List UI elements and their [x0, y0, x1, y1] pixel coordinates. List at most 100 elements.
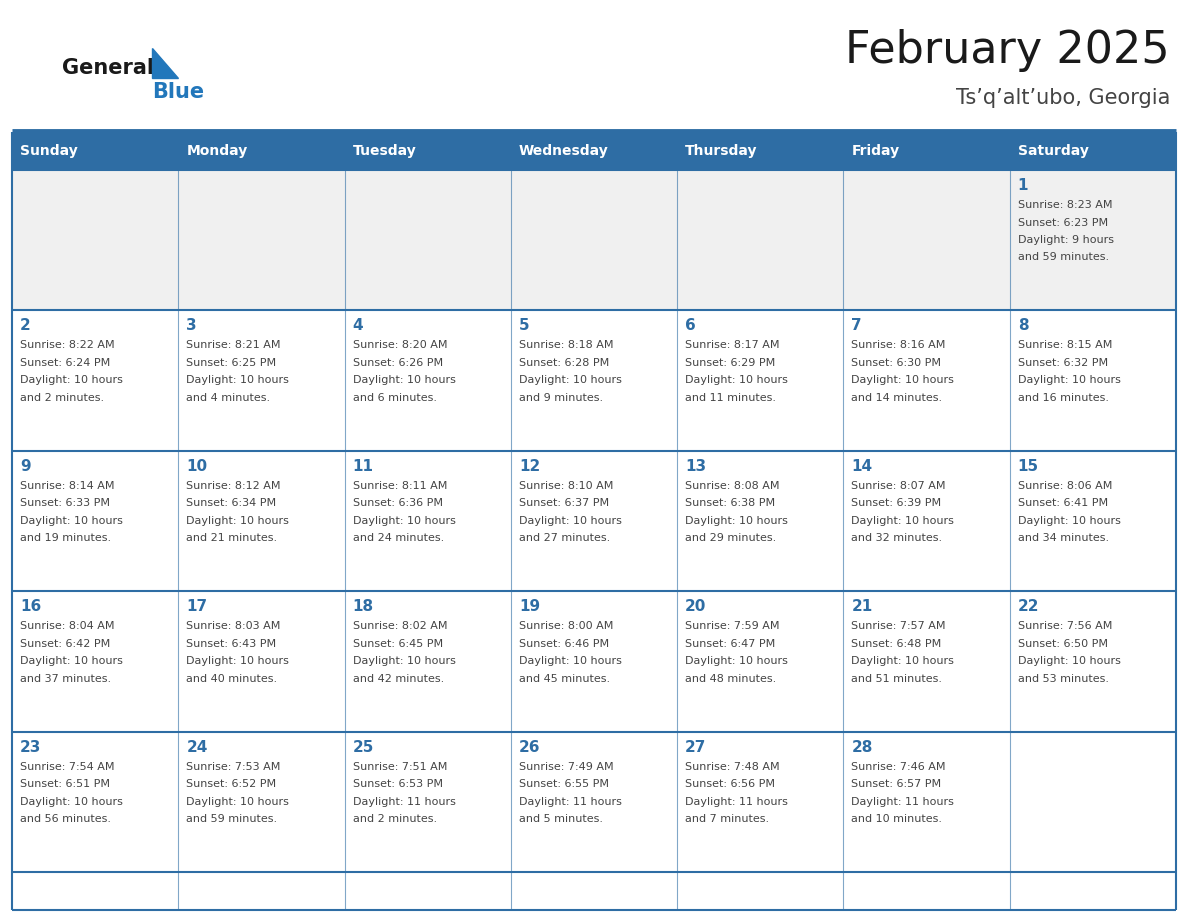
Bar: [1010, 591, 1176, 732]
Text: 19: 19: [519, 599, 541, 614]
Text: and 40 minutes.: and 40 minutes.: [187, 674, 278, 684]
Text: Sunrise: 8:02 AM: Sunrise: 8:02 AM: [353, 621, 447, 632]
Bar: [1010, 451, 1176, 591]
Text: 27: 27: [685, 740, 707, 755]
Text: and 16 minutes.: and 16 minutes.: [1018, 393, 1108, 403]
Bar: [345, 170, 511, 310]
Text: Sunrise: 7:56 AM: Sunrise: 7:56 AM: [1018, 621, 1112, 632]
Text: Daylight: 10 hours: Daylight: 10 hours: [353, 375, 455, 386]
Text: Sunrise: 8:18 AM: Sunrise: 8:18 AM: [519, 341, 613, 351]
Bar: [345, 591, 511, 732]
Text: 21: 21: [852, 599, 873, 614]
Text: and 56 minutes.: and 56 minutes.: [20, 814, 110, 824]
Text: Sunset: 6:39 PM: Sunset: 6:39 PM: [852, 498, 942, 509]
Text: and 2 minutes.: and 2 minutes.: [353, 814, 437, 824]
Text: Sunset: 6:48 PM: Sunset: 6:48 PM: [852, 639, 942, 649]
Bar: [12, 132, 1176, 170]
Text: Daylight: 10 hours: Daylight: 10 hours: [519, 375, 621, 386]
Text: Daylight: 10 hours: Daylight: 10 hours: [353, 656, 455, 666]
Text: 26: 26: [519, 740, 541, 755]
Text: and 45 minutes.: and 45 minutes.: [519, 674, 609, 684]
Text: Daylight: 10 hours: Daylight: 10 hours: [519, 516, 621, 526]
Bar: [843, 170, 1010, 310]
Text: Sunset: 6:47 PM: Sunset: 6:47 PM: [685, 639, 776, 649]
Bar: [511, 732, 677, 872]
Text: and 6 minutes.: and 6 minutes.: [353, 393, 436, 403]
Text: Sunset: 6:43 PM: Sunset: 6:43 PM: [187, 639, 277, 649]
Bar: [677, 591, 843, 732]
Text: Sunset: 6:45 PM: Sunset: 6:45 PM: [353, 639, 443, 649]
Text: and 51 minutes.: and 51 minutes.: [852, 674, 942, 684]
Text: Sunset: 6:50 PM: Sunset: 6:50 PM: [1018, 639, 1107, 649]
Text: 24: 24: [187, 740, 208, 755]
Text: Sunrise: 8:23 AM: Sunrise: 8:23 AM: [1018, 200, 1112, 210]
Bar: [12, 310, 178, 451]
Text: 12: 12: [519, 459, 541, 474]
Text: 9: 9: [20, 459, 31, 474]
Text: Sunrise: 7:59 AM: Sunrise: 7:59 AM: [685, 621, 779, 632]
Text: Sunrise: 8:04 AM: Sunrise: 8:04 AM: [20, 621, 114, 632]
Bar: [1010, 170, 1176, 310]
Text: 8: 8: [1018, 319, 1029, 333]
Text: 15: 15: [1018, 459, 1038, 474]
Text: and 37 minutes.: and 37 minutes.: [20, 674, 112, 684]
Bar: [677, 170, 843, 310]
Text: Daylight: 10 hours: Daylight: 10 hours: [1018, 516, 1120, 526]
Text: Sunrise: 8:08 AM: Sunrise: 8:08 AM: [685, 481, 779, 491]
Text: and 21 minutes.: and 21 minutes.: [187, 533, 278, 543]
Text: Saturday: Saturday: [1018, 144, 1088, 158]
Text: Sunset: 6:32 PM: Sunset: 6:32 PM: [1018, 358, 1108, 368]
Text: 14: 14: [852, 459, 872, 474]
Text: 10: 10: [187, 459, 208, 474]
Text: and 32 minutes.: and 32 minutes.: [852, 533, 942, 543]
Bar: [178, 732, 345, 872]
Bar: [12, 170, 178, 310]
Text: 6: 6: [685, 319, 696, 333]
Text: 13: 13: [685, 459, 707, 474]
Text: Daylight: 10 hours: Daylight: 10 hours: [852, 656, 954, 666]
Text: Daylight: 11 hours: Daylight: 11 hours: [353, 797, 455, 807]
Text: Sunset: 6:38 PM: Sunset: 6:38 PM: [685, 498, 776, 509]
Text: Sunset: 6:46 PM: Sunset: 6:46 PM: [519, 639, 609, 649]
Bar: [1010, 732, 1176, 872]
Bar: [178, 591, 345, 732]
Text: and 34 minutes.: and 34 minutes.: [1018, 533, 1108, 543]
Text: Sunset: 6:56 PM: Sunset: 6:56 PM: [685, 779, 775, 789]
Bar: [345, 310, 511, 451]
Text: Sunrise: 7:54 AM: Sunrise: 7:54 AM: [20, 762, 114, 772]
Text: and 53 minutes.: and 53 minutes.: [1018, 674, 1108, 684]
Bar: [677, 310, 843, 451]
Text: Sunset: 6:53 PM: Sunset: 6:53 PM: [353, 779, 443, 789]
Text: 7: 7: [852, 319, 862, 333]
Text: Daylight: 10 hours: Daylight: 10 hours: [187, 516, 289, 526]
Text: Daylight: 9 hours: Daylight: 9 hours: [1018, 235, 1113, 245]
Bar: [345, 451, 511, 591]
Text: 17: 17: [187, 599, 208, 614]
Text: Daylight: 10 hours: Daylight: 10 hours: [519, 656, 621, 666]
Text: and 29 minutes.: and 29 minutes.: [685, 533, 777, 543]
Text: and 4 minutes.: and 4 minutes.: [187, 393, 271, 403]
Text: Daylight: 10 hours: Daylight: 10 hours: [852, 516, 954, 526]
Text: Sunrise: 8:10 AM: Sunrise: 8:10 AM: [519, 481, 613, 491]
Text: Sunset: 6:41 PM: Sunset: 6:41 PM: [1018, 498, 1108, 509]
Text: Daylight: 11 hours: Daylight: 11 hours: [519, 797, 621, 807]
Text: Daylight: 10 hours: Daylight: 10 hours: [685, 375, 788, 386]
Text: 4: 4: [353, 319, 364, 333]
Text: Sunrise: 8:00 AM: Sunrise: 8:00 AM: [519, 621, 613, 632]
Text: Sunrise: 8:22 AM: Sunrise: 8:22 AM: [20, 341, 114, 351]
Text: Sunrise: 7:46 AM: Sunrise: 7:46 AM: [852, 762, 946, 772]
Text: and 10 minutes.: and 10 minutes.: [852, 814, 942, 824]
Text: Daylight: 10 hours: Daylight: 10 hours: [187, 797, 289, 807]
Text: Sunset: 6:34 PM: Sunset: 6:34 PM: [187, 498, 277, 509]
Text: Sunset: 6:36 PM: Sunset: 6:36 PM: [353, 498, 443, 509]
Bar: [843, 310, 1010, 451]
Text: and 11 minutes.: and 11 minutes.: [685, 393, 776, 403]
Text: Sunrise: 8:21 AM: Sunrise: 8:21 AM: [187, 341, 280, 351]
Text: Tuesday: Tuesday: [353, 144, 416, 158]
Text: Daylight: 10 hours: Daylight: 10 hours: [20, 797, 122, 807]
Text: and 59 minutes.: and 59 minutes.: [1018, 252, 1108, 263]
Bar: [12, 591, 178, 732]
Text: Daylight: 10 hours: Daylight: 10 hours: [353, 516, 455, 526]
Text: Daylight: 11 hours: Daylight: 11 hours: [852, 797, 954, 807]
Bar: [511, 591, 677, 732]
